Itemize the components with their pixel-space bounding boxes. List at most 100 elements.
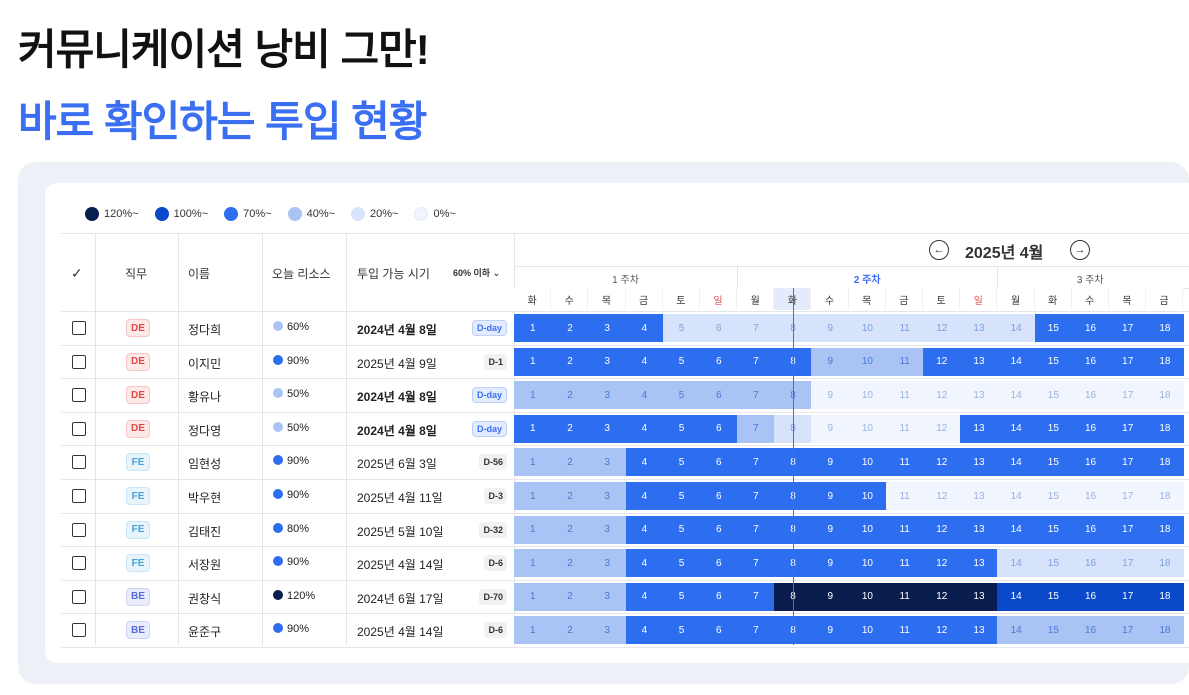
- schedule-cell[interactable]: 12: [922, 314, 961, 342]
- schedule-cell[interactable]: 15: [1034, 515, 1073, 544]
- schedule-cell[interactable]: 7: [737, 314, 775, 342]
- schedule-cell[interactable]: 6: [699, 448, 738, 477]
- schedule-cell[interactable]: 2: [551, 515, 589, 544]
- next-month-button[interactable]: →: [1070, 240, 1090, 260]
- schedule-cell[interactable]: 16: [1071, 314, 1110, 342]
- schedule-cell[interactable]: 12: [922, 582, 961, 611]
- schedule-cell[interactable]: 18: [1146, 347, 1184, 376]
- schedule-cell[interactable]: 3: [588, 448, 627, 477]
- schedule-cell[interactable]: 4: [625, 347, 664, 376]
- schedule-cell[interactable]: 16: [1071, 549, 1110, 578]
- schedule-cell[interactable]: 10: [848, 482, 887, 510]
- schedule-cell[interactable]: 6: [699, 582, 738, 611]
- schedule-cell[interactable]: 3: [588, 381, 627, 410]
- schedule-cell[interactable]: 9: [811, 347, 850, 376]
- schedule-cell[interactable]: 11: [885, 347, 924, 376]
- schedule-cell[interactable]: 10: [848, 616, 887, 645]
- schedule-cell[interactable]: 14: [997, 482, 1035, 510]
- schedule-cell[interactable]: 4: [625, 582, 664, 611]
- row-checkbox[interactable]: [72, 522, 86, 537]
- schedule-cell[interactable]: 5: [662, 515, 701, 544]
- schedule-cell[interactable]: 16: [1071, 448, 1110, 477]
- schedule-cell[interactable]: 9: [811, 549, 850, 578]
- schedule-cell[interactable]: 4: [625, 314, 664, 342]
- schedule-cell[interactable]: 9: [811, 482, 850, 510]
- schedule-cell[interactable]: 18: [1146, 515, 1184, 544]
- schedule-cell[interactable]: 6: [699, 616, 738, 645]
- schedule-cell[interactable]: 4: [625, 414, 664, 443]
- schedule-cell[interactable]: 15: [1034, 314, 1073, 342]
- schedule-cell[interactable]: 9: [811, 381, 850, 410]
- schedule-cell[interactable]: 15: [1034, 582, 1073, 611]
- schedule-cell[interactable]: 5: [662, 414, 701, 443]
- schedule-cell[interactable]: 10: [848, 448, 887, 477]
- schedule-cell[interactable]: 12: [922, 414, 961, 443]
- schedule-cell[interactable]: 4: [625, 448, 664, 477]
- schedule-cell[interactable]: 3: [588, 616, 627, 645]
- schedule-cell[interactable]: 16: [1071, 381, 1110, 410]
- schedule-cell[interactable]: 18: [1146, 381, 1184, 410]
- schedule-cell[interactable]: 7: [737, 448, 775, 477]
- schedule-cell[interactable]: 6: [699, 347, 738, 376]
- schedule-cell[interactable]: 4: [625, 515, 664, 544]
- schedule-cell[interactable]: 16: [1071, 582, 1110, 611]
- schedule-cell[interactable]: 2: [551, 482, 589, 510]
- schedule-cell[interactable]: 9: [811, 616, 850, 645]
- schedule-cell[interactable]: 10: [848, 549, 887, 578]
- schedule-cell[interactable]: 12: [922, 347, 961, 376]
- schedule-cell[interactable]: 16: [1071, 414, 1110, 443]
- schedule-cell[interactable]: 1: [514, 414, 552, 443]
- schedule-cell[interactable]: 4: [625, 549, 664, 578]
- schedule-cell[interactable]: 11: [885, 582, 924, 611]
- schedule-cell[interactable]: 2: [551, 347, 589, 376]
- schedule-cell[interactable]: 5: [662, 616, 701, 645]
- schedule-cell[interactable]: 6: [699, 515, 738, 544]
- schedule-cell[interactable]: 3: [588, 314, 627, 342]
- schedule-cell[interactable]: 13: [960, 515, 998, 544]
- schedule-cell[interactable]: 17: [1108, 347, 1147, 376]
- schedule-cell[interactable]: 16: [1071, 482, 1110, 510]
- schedule-cell[interactable]: 11: [885, 549, 924, 578]
- schedule-cell[interactable]: 7: [737, 582, 775, 611]
- schedule-cell[interactable]: 7: [737, 347, 775, 376]
- schedule-cell[interactable]: 13: [960, 482, 998, 510]
- schedule-cell[interactable]: 3: [588, 549, 627, 578]
- schedule-cell[interactable]: 9: [811, 515, 850, 544]
- schedule-cell[interactable]: 1: [514, 314, 552, 342]
- schedule-cell[interactable]: 7: [737, 616, 775, 645]
- schedule-cell[interactable]: 12: [922, 515, 961, 544]
- schedule-cell[interactable]: 17: [1108, 482, 1147, 510]
- schedule-cell[interactable]: 11: [885, 616, 924, 645]
- schedule-cell[interactable]: 6: [699, 314, 738, 342]
- row-checkbox[interactable]: [72, 388, 86, 403]
- schedule-cell[interactable]: 4: [625, 482, 664, 510]
- schedule-cell[interactable]: 3: [588, 482, 627, 510]
- row-checkbox[interactable]: [72, 421, 86, 436]
- schedule-cell[interactable]: 12: [922, 482, 961, 510]
- schedule-cell[interactable]: 12: [922, 448, 961, 477]
- schedule-cell[interactable]: 16: [1071, 616, 1110, 645]
- schedule-cell[interactable]: 10: [848, 381, 887, 410]
- schedule-cell[interactable]: 16: [1071, 515, 1110, 544]
- schedule-cell[interactable]: 11: [885, 482, 924, 510]
- schedule-cell[interactable]: 2: [551, 582, 589, 611]
- schedule-cell[interactable]: 5: [662, 347, 701, 376]
- schedule-cell[interactable]: 10: [848, 414, 887, 443]
- schedule-cell[interactable]: 18: [1146, 414, 1184, 443]
- schedule-cell[interactable]: 1: [514, 582, 552, 611]
- schedule-cell[interactable]: 15: [1034, 448, 1073, 477]
- schedule-cell[interactable]: 1: [514, 515, 552, 544]
- schedule-cell[interactable]: 13: [960, 549, 998, 578]
- schedule-cell[interactable]: 6: [699, 414, 738, 443]
- schedule-cell[interactable]: 11: [885, 515, 924, 544]
- filter-dropdown[interactable]: 60% 이하 ⌄: [453, 266, 500, 279]
- schedule-cell[interactable]: 12: [922, 616, 961, 645]
- schedule-cell[interactable]: 2: [551, 448, 589, 477]
- row-checkbox[interactable]: [72, 556, 86, 571]
- schedule-cell[interactable]: 15: [1034, 482, 1073, 510]
- schedule-cell[interactable]: 2: [551, 414, 589, 443]
- schedule-cell[interactable]: 13: [960, 314, 998, 342]
- schedule-cell[interactable]: 3: [588, 515, 627, 544]
- schedule-cell[interactable]: 5: [662, 448, 701, 477]
- schedule-cell[interactable]: 13: [960, 582, 998, 611]
